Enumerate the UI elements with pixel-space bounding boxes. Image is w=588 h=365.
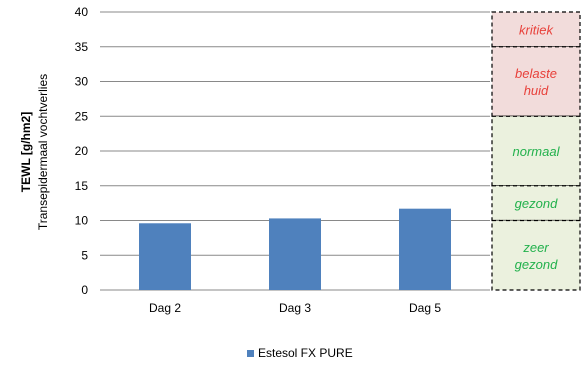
zone-label: gezond [515,196,558,211]
zone-box [491,185,581,222]
x-tick-label: Dag 5 [409,301,441,315]
y-tick-label: 10 [75,214,89,228]
zone-label: huid [524,83,549,98]
zone-box [491,11,581,48]
legend-swatch [247,349,254,357]
bar [269,218,321,290]
y-tick-label: 5 [81,248,88,262]
y-tick-label: 30 [75,75,89,89]
y-axis-label: TEWL [g/hm2] [19,112,33,192]
bar [399,208,451,290]
zone-box [491,46,581,117]
y-axis-sublabel: Transepidermaal vochtverlies [36,74,50,230]
y-tick-label: 0 [81,283,88,297]
zone-label: belaste [515,66,557,81]
x-tick-label: Dag 2 [149,301,181,315]
zone-box [491,115,581,187]
y-tick-label: 20 [75,144,89,158]
legend: Estesol FX PURE [247,346,353,360]
zone-box [491,219,581,291]
y-tick-label: 15 [75,179,89,193]
y-tick-label: 25 [75,109,89,123]
x-tick-labels: Dag 2 Dag 3 Dag 5 [149,301,441,315]
bar [139,223,191,290]
y-tick-label: 40 [75,5,89,19]
zone-label: gezond [515,257,558,272]
bars [139,208,451,290]
zone-label: kritiek [519,22,554,37]
zone-label: normaal [513,144,561,159]
zone-label: zeer [522,240,549,255]
y-tick-labels: 0 5 10 15 20 25 30 35 40 [75,5,89,297]
x-tick-label: Dag 3 [279,301,311,315]
y-tick-label: 35 [75,40,89,54]
skin-zones: kritiek belaste huid normaal gezond zeer gezon… [491,11,581,291]
legend-label: Estesol FX PURE [258,346,353,360]
